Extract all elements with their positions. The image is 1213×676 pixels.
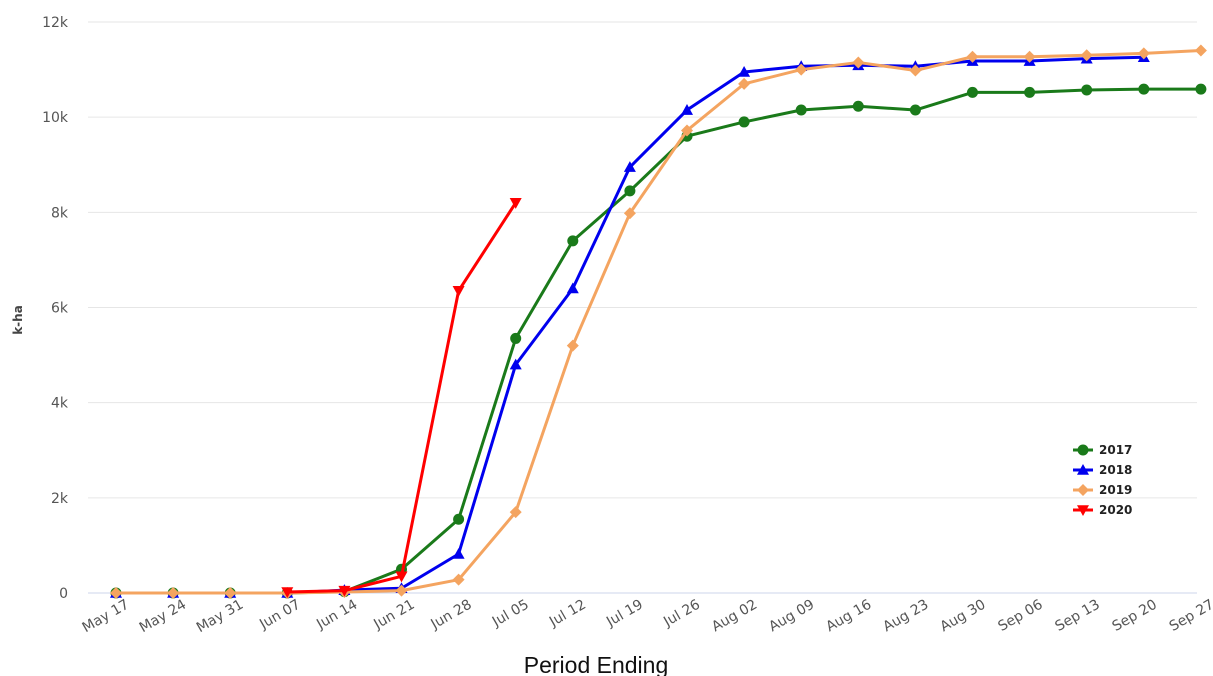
data-point: [395, 584, 408, 597]
legend-item[interactable]: 2018: [1073, 463, 1132, 477]
x-tick-label: Jun 07: [256, 597, 303, 633]
data-point: [452, 573, 465, 586]
legend-label: 2018: [1099, 463, 1132, 477]
data-point: [1080, 49, 1093, 62]
x-tick-label: Sep 06: [995, 597, 1045, 635]
data-point: [738, 77, 751, 90]
series-2017: [110, 83, 1207, 599]
data-point: [224, 587, 237, 599]
gridlines: [88, 21, 1197, 594]
data-point: [852, 56, 865, 69]
data-point: [338, 585, 351, 597]
data-point: [1138, 83, 1150, 95]
x-tick-label: May 17: [80, 597, 132, 636]
data-point: [1195, 83, 1207, 95]
data-point: [1024, 86, 1036, 98]
x-tick-label: Aug 16: [823, 597, 874, 636]
series-line: [116, 49, 1201, 595]
legend-item[interactable]: 2017: [1073, 443, 1132, 457]
series-line: [287, 202, 517, 594]
data-point: [452, 547, 465, 559]
data-point: [566, 282, 579, 294]
x-tick-label: Aug 23: [880, 597, 931, 636]
y-tick-label: 10k: [42, 110, 69, 126]
data-point: [566, 339, 579, 352]
data-point: [795, 104, 807, 116]
x-tick-label: Aug 30: [938, 597, 989, 636]
x-tick-label: Aug 02: [709, 597, 760, 636]
legend-item[interactable]: 2020: [1073, 503, 1132, 517]
x-tick-label: Sep 27: [1167, 597, 1213, 635]
data-point: [623, 161, 636, 172]
data-point: [509, 198, 522, 209]
x-tick-label: Sep 13: [1053, 597, 1103, 635]
data-point: [1077, 484, 1089, 496]
data-point: [738, 116, 750, 128]
data-point: [110, 587, 122, 599]
y-axis-title: k-ha: [11, 305, 25, 335]
data-point: [1077, 444, 1089, 456]
legend: 2017 2018 2019 2020: [1073, 443, 1132, 517]
x-tick-label: Jul 12: [546, 597, 589, 631]
data-point: [681, 104, 693, 115]
data-point: [509, 358, 522, 370]
data-point: [852, 100, 864, 112]
data-point: [738, 65, 751, 77]
data-point: [966, 50, 979, 63]
data-point: [1077, 464, 1089, 475]
x-tick-label: May 31: [194, 597, 246, 636]
data-point: [967, 86, 978, 98]
series-line: [116, 55, 1144, 595]
data-point: [452, 286, 465, 297]
x-tick-label: Jul 26: [660, 597, 703, 631]
y-tick-label: 0: [59, 586, 68, 602]
x-tick-label: Jun 14: [313, 597, 360, 633]
data-point: [681, 124, 693, 137]
series-layer: [110, 44, 1207, 599]
x-tick-label: Jul 05: [489, 597, 532, 631]
x-tick-label: Aug 09: [766, 597, 817, 636]
data-point: [281, 587, 294, 599]
data-point: [395, 571, 408, 583]
y-tick-label: 2k: [51, 491, 69, 507]
x-tick-label: Sep 20: [1110, 597, 1160, 635]
data-point: [1081, 84, 1093, 96]
data-point: [453, 513, 465, 525]
legend-label: 2019: [1099, 483, 1132, 497]
y-tick-label: 12k: [42, 15, 69, 31]
data-point: [624, 185, 636, 197]
x-axis-title: Period Ending: [524, 652, 669, 676]
legend-label: 2020: [1099, 503, 1132, 517]
x-tick-label: May 24: [137, 597, 189, 637]
x-axis-tick-labels: May 17 May 24 May 31 Jun 07 Jun 14 Jun 21 Jun …: [80, 597, 1213, 637]
legend-label: 2017: [1099, 443, 1132, 457]
data-point: [1194, 44, 1207, 57]
series-2018: [110, 51, 1150, 598]
data-point: [909, 104, 921, 116]
data-point: [510, 332, 522, 344]
y-axis-tick-labels: 0 2k 4k 6k 8k 10k 12k: [42, 15, 69, 602]
series-2019: [110, 44, 1207, 599]
data-point: [795, 63, 808, 76]
data-point: [1023, 50, 1036, 63]
legend-item[interactable]: 2019: [1073, 483, 1132, 497]
data-point: [167, 587, 180, 599]
x-tick-label: Jun 21: [370, 597, 417, 633]
y-tick-label: 6k: [51, 301, 69, 317]
data-point: [1137, 47, 1150, 60]
x-tick-label: Jul 19: [603, 597, 646, 631]
x-tick-label: Jun 28: [428, 597, 475, 633]
y-tick-label: 4k: [51, 396, 69, 412]
series-line: [116, 87, 1201, 595]
series-2020: [281, 198, 522, 599]
data-point: [509, 506, 522, 519]
data-point: [567, 235, 579, 247]
y-tick-label: 8k: [51, 205, 69, 221]
data-point: [623, 207, 636, 220]
data-point: [909, 64, 922, 77]
data-point: [1077, 505, 1089, 516]
